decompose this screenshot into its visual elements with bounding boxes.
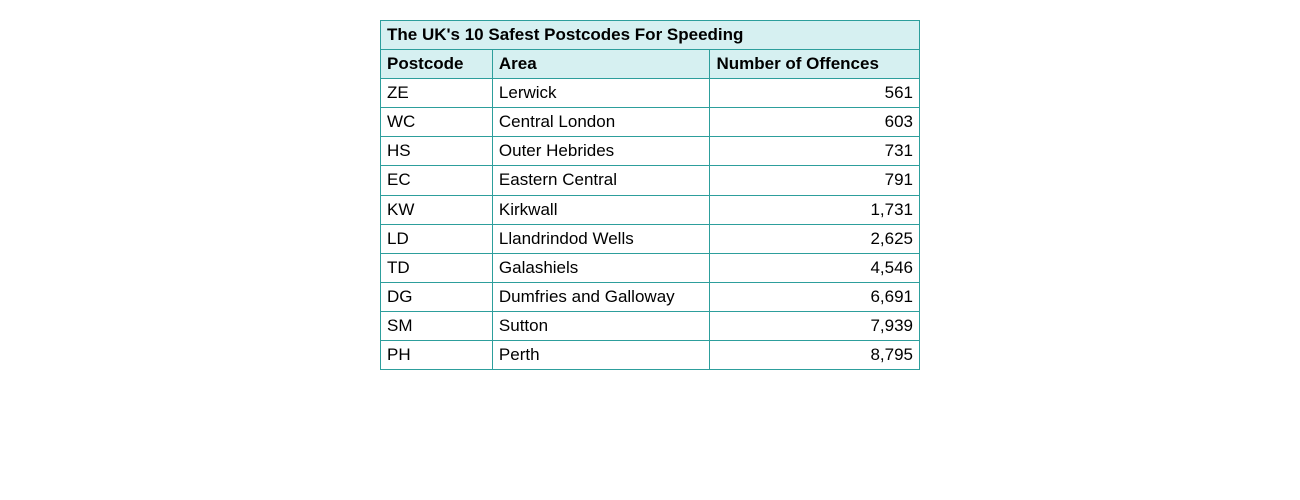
col-header-postcode: Postcode — [381, 50, 493, 79]
postcode-table-container: The UK's 10 Safest Postcodes For Speedin… — [380, 20, 920, 370]
cell-area: Central London — [492, 108, 710, 137]
cell-offences: 1,731 — [710, 195, 920, 224]
cell-offences: 4,546 — [710, 253, 920, 282]
cell-offences: 603 — [710, 108, 920, 137]
cell-area: Perth — [492, 341, 710, 370]
cell-area: Outer Hebrides — [492, 137, 710, 166]
cell-area: Galashiels — [492, 253, 710, 282]
table-row: SM Sutton 7,939 — [381, 311, 920, 340]
cell-postcode: ZE — [381, 79, 493, 108]
table-row: KW Kirkwall 1,731 — [381, 195, 920, 224]
cell-postcode: KW — [381, 195, 493, 224]
cell-offences: 2,625 — [710, 224, 920, 253]
cell-area: Lerwick — [492, 79, 710, 108]
cell-area: Sutton — [492, 311, 710, 340]
table-row: HS Outer Hebrides 731 — [381, 137, 920, 166]
col-header-offences: Number of Offences — [710, 50, 920, 79]
table-header-row: Postcode Area Number of Offences — [381, 50, 920, 79]
col-header-area: Area — [492, 50, 710, 79]
table-row: EC Eastern Central 791 — [381, 166, 920, 195]
cell-postcode: LD — [381, 224, 493, 253]
cell-offences: 7,939 — [710, 311, 920, 340]
table-row: TD Galashiels 4,546 — [381, 253, 920, 282]
cell-postcode: PH — [381, 341, 493, 370]
cell-offences: 561 — [710, 79, 920, 108]
table-title-row: The UK's 10 Safest Postcodes For Speedin… — [381, 21, 920, 50]
cell-postcode: SM — [381, 311, 493, 340]
cell-area: Dumfries and Galloway — [492, 282, 710, 311]
cell-postcode: HS — [381, 137, 493, 166]
cell-offences: 731 — [710, 137, 920, 166]
table-row: WC Central London 603 — [381, 108, 920, 137]
table-title: The UK's 10 Safest Postcodes For Speedin… — [381, 21, 920, 50]
table-row: ZE Lerwick 561 — [381, 79, 920, 108]
postcode-table: The UK's 10 Safest Postcodes For Speedin… — [380, 20, 920, 370]
table-row: PH Perth 8,795 — [381, 341, 920, 370]
table-row: LD Llandrindod Wells 2,625 — [381, 224, 920, 253]
cell-postcode: TD — [381, 253, 493, 282]
cell-postcode: EC — [381, 166, 493, 195]
cell-postcode: DG — [381, 282, 493, 311]
cell-offences: 6,691 — [710, 282, 920, 311]
cell-postcode: WC — [381, 108, 493, 137]
cell-area: Eastern Central — [492, 166, 710, 195]
cell-area: Llandrindod Wells — [492, 224, 710, 253]
cell-area: Kirkwall — [492, 195, 710, 224]
cell-offences: 791 — [710, 166, 920, 195]
cell-offences: 8,795 — [710, 341, 920, 370]
table-row: DG Dumfries and Galloway 6,691 — [381, 282, 920, 311]
